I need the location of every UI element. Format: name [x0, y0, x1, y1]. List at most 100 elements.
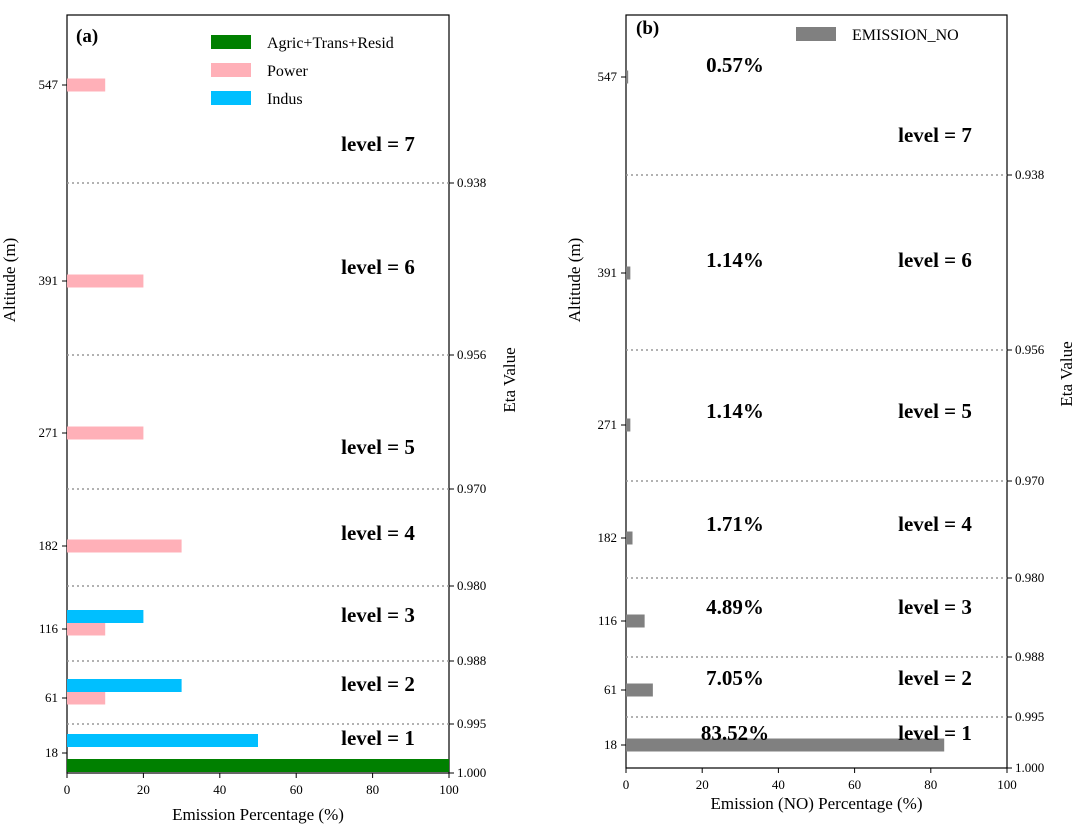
panel-a: (a) 0 20 40 60 80 100 18 61 116 182 271 391 547 1.000 0…	[0, 14, 519, 824]
x-tick-label: 80	[366, 782, 379, 797]
bar-emission-no-547	[626, 70, 629, 84]
y-tick-label: 271	[598, 417, 618, 432]
eta-tick-label: 1.000	[457, 765, 486, 780]
bar-power-547	[67, 78, 106, 92]
legend-label: Power	[267, 63, 309, 80]
x-tick-label: 20	[137, 782, 150, 797]
percent-label: 1.71%	[706, 512, 764, 536]
percent-label: 0.57%	[706, 53, 764, 77]
level-label: level = 4	[341, 521, 415, 545]
percent-label: 7.05%	[706, 666, 764, 690]
legend-label: EMISSION_NO	[852, 27, 959, 44]
legend-label: Indus	[267, 91, 303, 108]
bar-power-61	[67, 691, 106, 705]
legend: EMISSION_NO	[796, 27, 959, 44]
bar-emission-no-391	[626, 266, 631, 280]
legend-swatch	[211, 35, 251, 49]
x-tick-label: 60	[848, 777, 861, 792]
legend: Agric+Trans+Resid Power Indus	[211, 35, 394, 108]
eta-tick-label: 0.995	[457, 716, 486, 731]
x-axis-label: Emission Percentage (%)	[172, 805, 344, 824]
right-axis-label: Eta Value	[1057, 341, 1076, 406]
eta-tick-label: 0.988	[1015, 649, 1044, 664]
bar-indus-116	[67, 610, 144, 623]
eta-tick-label: 0.956	[1015, 342, 1045, 357]
level-label: level = 2	[341, 672, 415, 696]
y-tick-label: 271	[39, 425, 59, 440]
x-tick-label: 40	[772, 777, 785, 792]
right-axis-label: Eta Value	[500, 347, 519, 412]
percent-label: 1.14%	[706, 248, 764, 272]
level-label: level = 4	[898, 512, 972, 536]
y-tick-label: 116	[598, 613, 618, 628]
level-label: level = 3	[341, 603, 415, 627]
level-label: level = 3	[898, 595, 972, 619]
eta-tick-label: 0.980	[457, 578, 486, 593]
x-tick-label: 0	[623, 777, 630, 792]
eta-tick-label: 1.000	[1015, 760, 1044, 775]
eta-tick-label: 0.995	[1015, 709, 1044, 724]
y-tick-label: 182	[39, 538, 59, 553]
bar-agric-trans-resid-18	[67, 759, 449, 772]
panel-b: (b) 0 20 40 60 80 100 18 61 116 182 271 391 547 1.000 0…	[565, 14, 1076, 813]
plot-frame	[625, 14, 1008, 769]
level-label: level = 1	[341, 726, 415, 750]
y-tick-label: 116	[39, 621, 59, 636]
percent-label: 1.14%	[706, 399, 764, 423]
y-tick-label: 547	[598, 69, 618, 84]
percent-label: 83.52%	[701, 721, 769, 745]
panel-label: (b)	[636, 18, 659, 39]
eta-tick-label: 0.938	[457, 175, 486, 190]
y-tick-label: 391	[39, 273, 59, 288]
eta-tick-label: 0.970	[1015, 473, 1044, 488]
legend-label: Agric+Trans+Resid	[267, 35, 394, 52]
y-tick-label: 61	[45, 690, 58, 705]
y-axis-label: Altitude (m)	[565, 238, 584, 323]
legend-swatch	[211, 91, 251, 105]
x-tick-label: 60	[290, 782, 303, 797]
y-tick-label: 18	[604, 737, 617, 752]
level-label: level = 7	[341, 132, 415, 156]
percent-label: 4.89%	[706, 595, 764, 619]
panel-label: (a)	[76, 26, 98, 47]
bar-emission-no-271	[626, 418, 631, 432]
bar-power-116	[67, 622, 106, 636]
bar-power-271	[67, 426, 144, 440]
x-tick-label: 40	[213, 782, 226, 797]
level-label: level = 5	[898, 399, 972, 423]
plot-frame	[66, 14, 450, 774]
level-label: level = 5	[341, 435, 415, 459]
eta-tick-label: 0.956	[457, 347, 487, 362]
bar-emission-no-182	[626, 531, 633, 545]
x-tick-label: 0	[64, 782, 71, 797]
eta-tick-label: 0.938	[1015, 167, 1044, 182]
bar-emission-no-18	[626, 738, 945, 752]
bar-power-182	[67, 539, 182, 553]
level-label: level = 6	[341, 255, 415, 279]
bar-indus-18	[67, 734, 258, 747]
y-axis-label: Altitude (m)	[0, 238, 19, 323]
eta-tick-label: 0.988	[457, 653, 486, 668]
bar-emission-no-116	[626, 614, 645, 628]
legend-swatch	[211, 63, 251, 77]
x-tick-label: 80	[924, 777, 937, 792]
level-label: level = 2	[898, 666, 972, 690]
bar-power-391	[67, 274, 144, 288]
level-label: level = 7	[898, 123, 972, 147]
x-axis-label: Emission (NO) Percentage (%)	[711, 794, 923, 813]
eta-tick-label: 0.980	[1015, 570, 1044, 585]
y-tick-label: 18	[45, 745, 58, 760]
x-tick-label: 100	[997, 777, 1017, 792]
y-tick-label: 61	[604, 682, 617, 697]
x-tick-label: 100	[439, 782, 459, 797]
y-tick-label: 182	[598, 530, 618, 545]
bar-emission-no-61	[626, 683, 653, 697]
y-tick-label: 547	[39, 77, 59, 92]
level-label: level = 6	[898, 248, 972, 272]
legend-swatch	[796, 27, 836, 41]
eta-tick-label: 0.970	[457, 481, 486, 496]
x-tick-label: 20	[696, 777, 709, 792]
y-tick-label: 391	[598, 265, 618, 280]
level-label: level = 1	[898, 721, 972, 745]
